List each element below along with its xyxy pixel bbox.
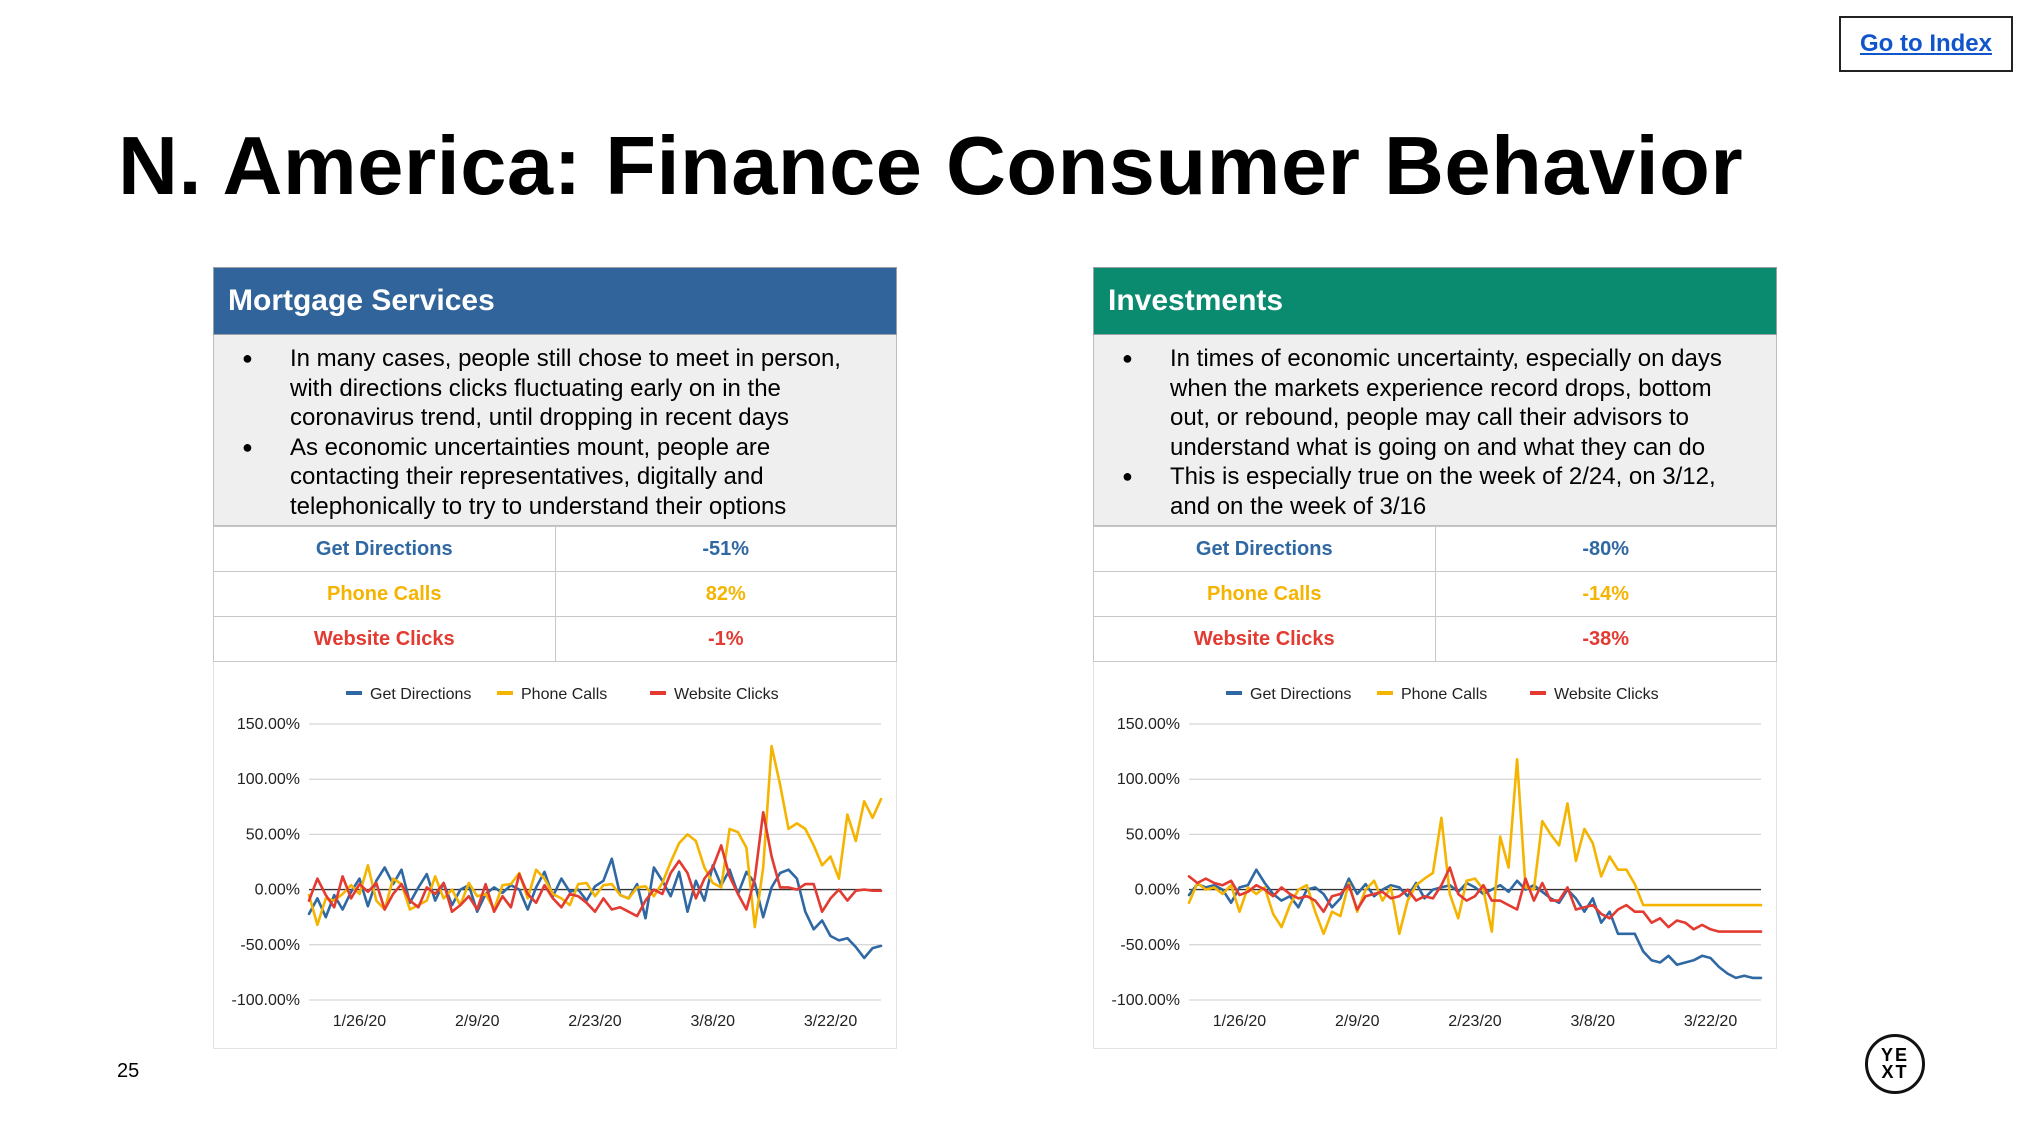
series-line-website-clicks	[1187, 866, 1763, 933]
x-tick-label: 3/8/20	[1571, 1013, 1616, 1030]
metric-value: -80%	[1434, 526, 1777, 572]
page-title: N. America: Finance Consumer Behavior	[118, 119, 1744, 212]
metric-row-get-directions: Get Directions -80%	[1093, 526, 1777, 572]
bullet-icon: ●	[242, 348, 253, 368]
legend-label: Phone Calls	[1401, 686, 1487, 703]
x-tick-label: 2/23/20	[568, 1013, 621, 1030]
legend-label: Website Clicks	[1554, 686, 1659, 703]
metric-value: -38%	[1434, 616, 1777, 662]
y-tick-label: 150.00%	[1117, 716, 1180, 733]
note-item: ● As economic uncertainties mount, people…	[242, 433, 876, 522]
series-line-get-directions	[1187, 868, 1763, 980]
metric-value: -1%	[554, 616, 897, 662]
note-item: ● In times of economic uncertainty, espec…	[1122, 344, 1756, 462]
metric-row-get-directions: Get Directions -51%	[213, 526, 897, 572]
panel-notes: ● In times of economic uncertainty, espec…	[1093, 335, 1777, 526]
x-tick-label: 3/22/20	[1684, 1013, 1737, 1030]
logo-line: XT	[1881, 1062, 1909, 1082]
legend-label: Phone Calls	[521, 686, 607, 703]
metric-label: Phone Calls	[1093, 571, 1436, 617]
chart-svg: Get Directions Phone Calls Website Clicks 1…	[1112, 686, 1763, 1030]
x-tick-label: 2/23/20	[1448, 1013, 1501, 1030]
y-tick-label: -50.00%	[240, 937, 300, 954]
x-tick-label: 1/26/20	[1213, 1013, 1266, 1030]
y-tick-label: -50.00%	[1120, 937, 1180, 954]
x-tick-label: 2/9/20	[455, 1013, 500, 1030]
investments-line-chart: Get Directions Phone Calls Website Clicks 1…	[1093, 662, 1777, 1049]
note-text: In many cases, people still chose to mee…	[290, 345, 841, 431]
chart-svg: Get Directions Phone Calls Website Clicks 1…	[232, 686, 883, 1030]
y-tick-label: 100.00%	[1117, 771, 1180, 788]
metric-row-phone-calls: Phone Calls 82%	[213, 571, 897, 617]
series-line-get-directions	[307, 857, 883, 960]
y-tick-label: 50.00%	[1126, 826, 1180, 843]
page-number: 25	[117, 1060, 140, 1082]
series-line-phone-calls	[307, 744, 883, 929]
bullet-icon: ●	[242, 436, 253, 457]
metric-label: Phone Calls	[213, 571, 556, 617]
metrics-table: Get Directions -51% Phone Calls 82% Webs…	[213, 526, 897, 662]
y-tick-label: 100.00%	[237, 771, 300, 788]
metric-row-website-clicks: Website Clicks -1%	[213, 616, 897, 662]
metric-row-website-clicks: Website Clicks -38%	[1093, 616, 1777, 662]
metric-label: Website Clicks	[1093, 616, 1436, 662]
note-item: ● In many cases, people still chose to me…	[242, 344, 876, 433]
y-tick-label: 50.00%	[246, 826, 300, 843]
x-tick-label: 1/26/20	[333, 1013, 386, 1030]
y-tick-label: -100.00%	[232, 992, 301, 1009]
panel-header: Mortgage Services	[213, 267, 897, 335]
y-tick-label: 150.00%	[237, 716, 300, 733]
panel-notes: ● In many cases, people still chose to me…	[213, 335, 897, 526]
series-line-website-clicks	[307, 811, 883, 918]
metric-value: -51%	[554, 526, 897, 572]
x-tick-label: 3/8/20	[691, 1013, 736, 1030]
metric-label: Get Directions	[213, 526, 556, 572]
bullet-icon: ●	[1122, 348, 1133, 368]
go-to-index-link[interactable]: Go to Index	[1839, 16, 2013, 72]
x-tick-label: 3/22/20	[804, 1013, 857, 1030]
yext-logo: YE XT	[1865, 1034, 1925, 1094]
note-text: In times of economic uncertainty, especi…	[1170, 345, 1722, 461]
panel-header: Investments	[1093, 267, 1777, 335]
y-tick-label: 0.00%	[1135, 882, 1180, 899]
bullet-icon: ●	[1122, 466, 1133, 486]
legend-label: Get Directions	[1250, 686, 1351, 703]
investments-panel: Investments ● In times of economic uncert…	[1093, 267, 1777, 1049]
legend-label: Website Clicks	[674, 686, 779, 703]
metric-label: Get Directions	[1093, 526, 1436, 572]
metric-row-phone-calls: Phone Calls -14%	[1093, 571, 1777, 617]
metrics-table: Get Directions -80% Phone Calls -14% Web…	[1093, 526, 1777, 662]
metric-label: Website Clicks	[213, 616, 556, 662]
y-tick-label: 0.00%	[255, 882, 300, 899]
note-text: This is especially true on the week of 2…	[1170, 463, 1716, 520]
x-tick-label: 2/9/20	[1335, 1013, 1380, 1030]
logo-line: YE	[1880, 1045, 1909, 1065]
note-item: ● This is especially true on the week of …	[1122, 462, 1756, 521]
mortgage-line-chart: Get Directions Phone Calls Website Clicks 1…	[213, 662, 897, 1049]
legend-label: Get Directions	[370, 686, 471, 703]
metric-value: 82%	[554, 571, 897, 617]
metric-value: -14%	[1434, 571, 1777, 617]
y-tick-label: -100.00%	[1112, 992, 1181, 1009]
mortgage-services-panel: Mortgage Services ● In many cases, people…	[213, 267, 897, 1049]
series-line-phone-calls	[1187, 758, 1763, 936]
note-text: As economic uncertainties mount, people …	[290, 433, 787, 520]
